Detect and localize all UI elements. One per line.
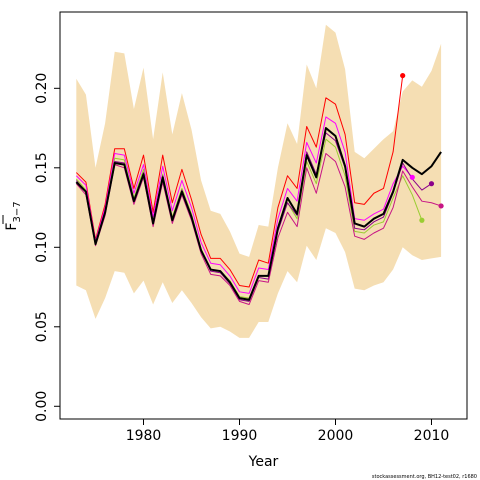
x-tick-label: 2000 <box>318 428 354 444</box>
series-line-2 <box>75 116 413 294</box>
y-axis-title: F3−7 <box>2 201 23 231</box>
series-line-0 <box>75 127 442 301</box>
y-tick-label: 0.10 <box>34 232 50 263</box>
y-axis-title-base: F <box>4 223 20 231</box>
y-tick-label: 0.15 <box>34 152 50 183</box>
series-line-5 <box>75 153 442 306</box>
series-end-point-3 <box>419 217 425 223</box>
y-tick-label-group: 0.10 <box>34 232 50 263</box>
y-tick-label-group: 0.15 <box>34 152 50 183</box>
series-line-1 <box>75 75 404 288</box>
y-axis: 0.00 0.05 0.10 0.15 0.20 <box>34 73 60 422</box>
x-tick-label: 1990 <box>222 428 258 444</box>
series-end-point-4 <box>428 181 435 187</box>
y-tick-label: 0.00 <box>34 391 50 422</box>
footer-credit: stockassessment.org, BH12-test02, r1680 <box>372 474 477 480</box>
y-tick-label: 0.05 <box>34 311 50 342</box>
x-axis: 1980 1990 2000 2010 <box>126 419 450 444</box>
series-end-point-2 <box>409 174 415 180</box>
x-tick-label: 1980 <box>126 428 162 444</box>
series-end-point-1 <box>400 72 406 79</box>
series-end-point-5 <box>438 203 444 209</box>
x-tick-label: 2010 <box>414 428 450 444</box>
series-lines <box>75 75 442 306</box>
plot-frame <box>59 11 468 420</box>
y-axis-title-text: F3−7 <box>4 201 23 230</box>
y-tick-label-group: 0.05 <box>34 311 50 342</box>
confidence-band <box>76 24 442 338</box>
series-end-markers <box>400 72 444 223</box>
y-tick-label-group: 0.00 <box>34 391 50 422</box>
y-axis-title-sub: 3−7 <box>12 201 23 222</box>
x-axis-title: Year <box>248 454 279 470</box>
y-tick-label-group: 0.20 <box>34 73 50 104</box>
confidence-band-area <box>76 24 442 338</box>
y-tick-label: 0.20 <box>34 73 50 104</box>
